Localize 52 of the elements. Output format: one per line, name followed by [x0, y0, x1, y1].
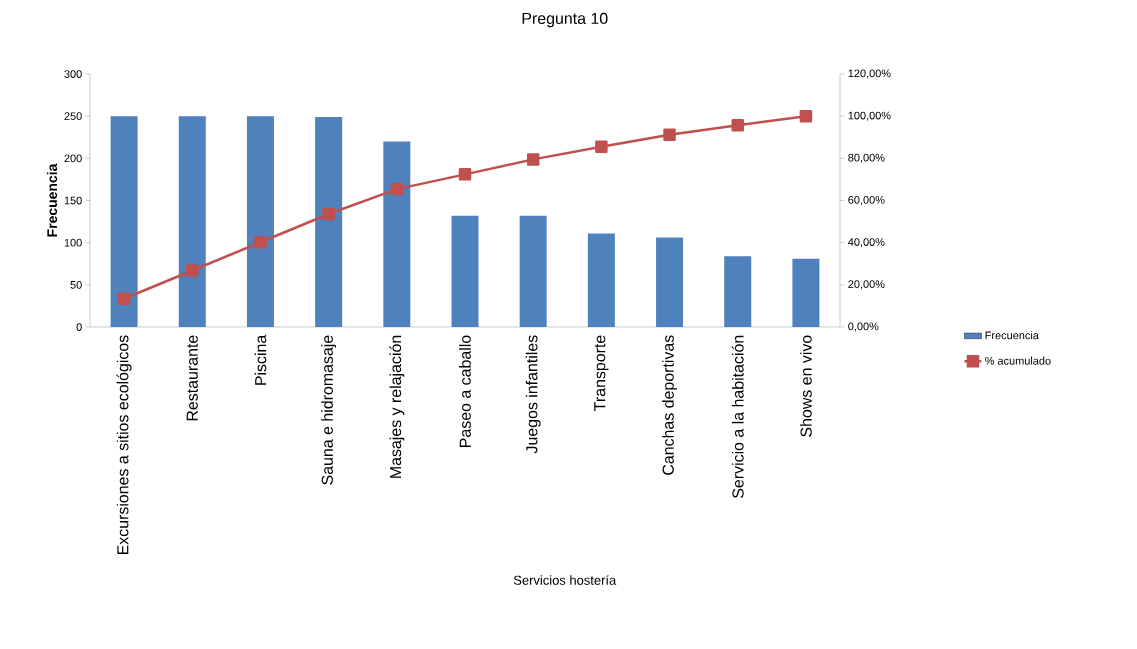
chart-title: Pregunta 10	[522, 12, 608, 28]
x-tick-label: Shows en vivo	[800, 335, 812, 437]
y2-tick-label: 60,00%	[848, 195, 885, 206]
point	[595, 140, 608, 153]
y2-tick-label: 80,00%	[848, 153, 885, 163]
x-tick-label: Transporte	[594, 335, 609, 411]
bar	[315, 117, 343, 327]
y2-tick-label: 120,00%	[848, 69, 891, 79]
bar	[587, 233, 615, 327]
point	[117, 292, 131, 305]
y-tick-label: 250	[64, 112, 82, 121]
y-tick-label: 150	[64, 196, 82, 205]
x-axis-title: Servicios hostería	[513, 575, 617, 585]
x-tick-label: Piscina	[254, 334, 267, 385]
point	[186, 264, 199, 277]
y-axis-title: Frecuencia	[46, 163, 58, 237]
x-tick-label: Servicio a la habitación	[731, 335, 744, 498]
y-tick-label: 50	[70, 280, 82, 289]
bar	[724, 256, 752, 327]
point	[322, 207, 335, 221]
y-tick-label: 0	[76, 323, 82, 331]
x-tick-label: Canchas deportivas	[662, 335, 677, 475]
y-tick-label: 100	[64, 238, 82, 247]
bar	[178, 116, 206, 327]
y2-tick-label: 0,00%	[848, 322, 879, 332]
bar	[519, 215, 547, 327]
point	[390, 182, 404, 196]
x-tick-label: Excursiones a sitios ecológicos	[116, 335, 132, 555]
x-tick-label: Juegos infantiles	[525, 335, 541, 454]
point	[731, 118, 744, 132]
point	[799, 109, 813, 123]
x-tick-label: Sauna e hidromasaje	[321, 335, 337, 485]
bar	[110, 116, 138, 327]
x-tick-label: Masajes y relajación	[389, 335, 405, 478]
bar	[792, 258, 820, 327]
bar	[383, 141, 411, 327]
y-tick-label: 200	[64, 154, 82, 163]
legend-label: Frecuencia	[985, 331, 1039, 340]
y2-tick-label: 100,00%	[848, 111, 891, 121]
y2-tick-label: 40,00%	[848, 238, 885, 248]
legend-label: % acumulado	[985, 356, 1051, 365]
point	[458, 168, 472, 181]
point	[526, 153, 540, 166]
bar	[656, 237, 684, 327]
point	[254, 235, 267, 249]
bar	[246, 116, 274, 327]
x-tick-label: Restaurante	[186, 335, 198, 421]
bar	[451, 215, 479, 327]
y-tick-label: 300	[64, 70, 82, 78]
x-tick-label: Paseo a caballo	[459, 335, 471, 447]
y2-tick-label: 20,00%	[848, 280, 885, 290]
point	[663, 128, 676, 141]
